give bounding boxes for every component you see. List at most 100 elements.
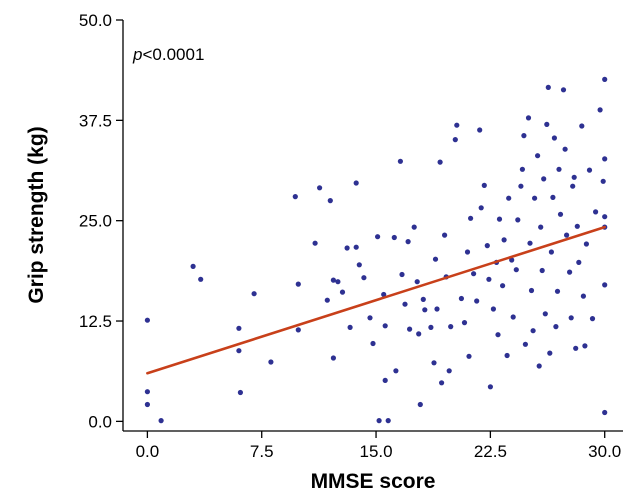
x-ticks: 0.0 7.5 15.0 22.5 30.0 [136, 431, 621, 461]
data-point [484, 243, 490, 249]
data-point [573, 345, 579, 351]
y-axis-title: Grip strength (kg) [25, 126, 48, 303]
y-tick-label: 37.5 [79, 111, 112, 130]
data-point [144, 401, 150, 408]
data-point [466, 353, 472, 359]
data-point [527, 240, 533, 246]
data-point [370, 340, 376, 347]
y-tick-label: 12.5 [79, 312, 112, 331]
data-point [381, 291, 387, 298]
data-point [539, 267, 545, 274]
data-point [417, 401, 423, 408]
data-point [434, 306, 440, 312]
data-point [550, 194, 556, 200]
data-point [367, 315, 373, 321]
data-point [582, 343, 588, 349]
data-point [292, 194, 298, 200]
data-point [385, 418, 391, 424]
x-tick-label: 22.5 [474, 442, 507, 461]
data-point [448, 324, 454, 330]
data-point [236, 348, 242, 354]
data-point [547, 350, 553, 356]
data-point [353, 180, 359, 186]
data-point [506, 195, 512, 201]
data-point [432, 256, 439, 262]
data-point [589, 316, 596, 322]
data-point [414, 279, 420, 285]
data-point [586, 167, 593, 173]
p-value-annotation: p<0.0001 [132, 45, 204, 64]
data-point [477, 127, 483, 133]
data-point [544, 121, 550, 127]
data-point [522, 341, 529, 347]
data-point [570, 183, 576, 189]
data-point [597, 107, 603, 113]
data-point [600, 178, 606, 184]
data-point [361, 275, 367, 281]
x-tick-label: 7.5 [250, 442, 274, 461]
data-point [144, 317, 150, 323]
data-point [471, 271, 477, 277]
data-point [486, 276, 492, 282]
data-point [437, 159, 443, 165]
y-tick-label: 50.0 [79, 11, 112, 30]
data-point [356, 262, 362, 268]
data-point [602, 409, 608, 416]
data-point [560, 87, 567, 93]
data-point [452, 137, 458, 143]
data-point [295, 281, 301, 287]
data-point [500, 283, 506, 289]
data-point [574, 223, 580, 229]
data-point [504, 352, 510, 359]
data-point [422, 307, 428, 313]
data-point [144, 389, 150, 395]
data-point [347, 324, 353, 330]
data-point [481, 182, 487, 188]
data-point [446, 368, 452, 374]
data-point [548, 249, 555, 255]
data-point [602, 76, 608, 82]
data-point [525, 115, 532, 121]
data-point [431, 360, 437, 366]
y-tick-label: 25.0 [79, 212, 112, 231]
data-point [579, 123, 585, 129]
data-point [458, 295, 464, 302]
data-point [268, 359, 274, 365]
data-point [567, 269, 573, 275]
data-point [518, 183, 524, 189]
data-point [602, 156, 608, 162]
data-point [411, 224, 417, 230]
data-point [602, 214, 608, 220]
data-point [576, 259, 582, 265]
data-point [551, 135, 558, 141]
data-point [580, 293, 587, 299]
data-point [495, 332, 501, 338]
data-point [402, 301, 408, 307]
data-point [353, 244, 359, 250]
data-point [545, 84, 551, 90]
data-point [490, 306, 496, 312]
data-point [583, 241, 590, 247]
data-points [144, 76, 608, 424]
data-point [344, 245, 350, 251]
data-point [535, 153, 541, 159]
y-ticks: 0.0 12.5 25.0 37.5 50.0 [79, 11, 123, 431]
data-point [571, 174, 577, 180]
x-tick-label: 30.0 [588, 442, 621, 461]
data-point [532, 195, 538, 201]
data-point [375, 234, 381, 240]
data-point [420, 296, 426, 302]
data-point [407, 326, 413, 332]
data-point [382, 323, 388, 329]
p-value-italic: p [132, 45, 142, 64]
data-point [428, 324, 434, 330]
data-point [312, 240, 318, 246]
data-point [568, 315, 574, 321]
data-point [554, 288, 561, 294]
data-point [519, 166, 526, 172]
data-point [376, 418, 382, 424]
data-point [405, 239, 411, 245]
data-point [538, 224, 544, 230]
data-point [487, 384, 493, 390]
